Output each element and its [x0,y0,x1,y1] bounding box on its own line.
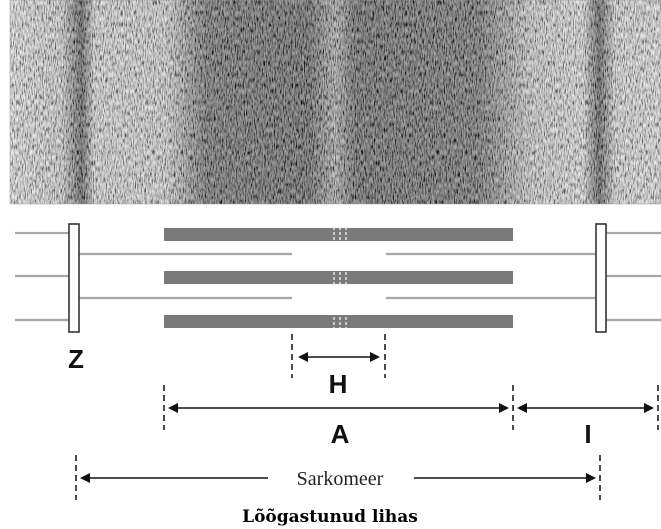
sarcomere-label: Sarkomeer [297,468,384,490]
thin-filaments-left [15,231,292,322]
thin-filaments-right [386,231,661,322]
thick-filament [164,228,513,241]
z-line-label: Z [68,344,84,374]
i-band-label: I [584,419,591,449]
thick-filament [164,315,513,328]
sarcomere-dimension [75,455,601,500]
electron-micrograph [9,0,661,205]
thick-filaments [164,228,513,328]
h-zone-dimension [291,334,386,378]
m-line [333,222,347,336]
a-band-dimension [163,385,514,430]
thick-filament [164,271,513,284]
i-band-dimension [517,385,659,430]
a-band-label: A [331,419,350,449]
z-disc-left [68,223,80,333]
z-disc-right [595,223,607,333]
h-zone-label: H [329,369,348,399]
figure-caption: Lõõgastunud lihas [242,507,418,527]
